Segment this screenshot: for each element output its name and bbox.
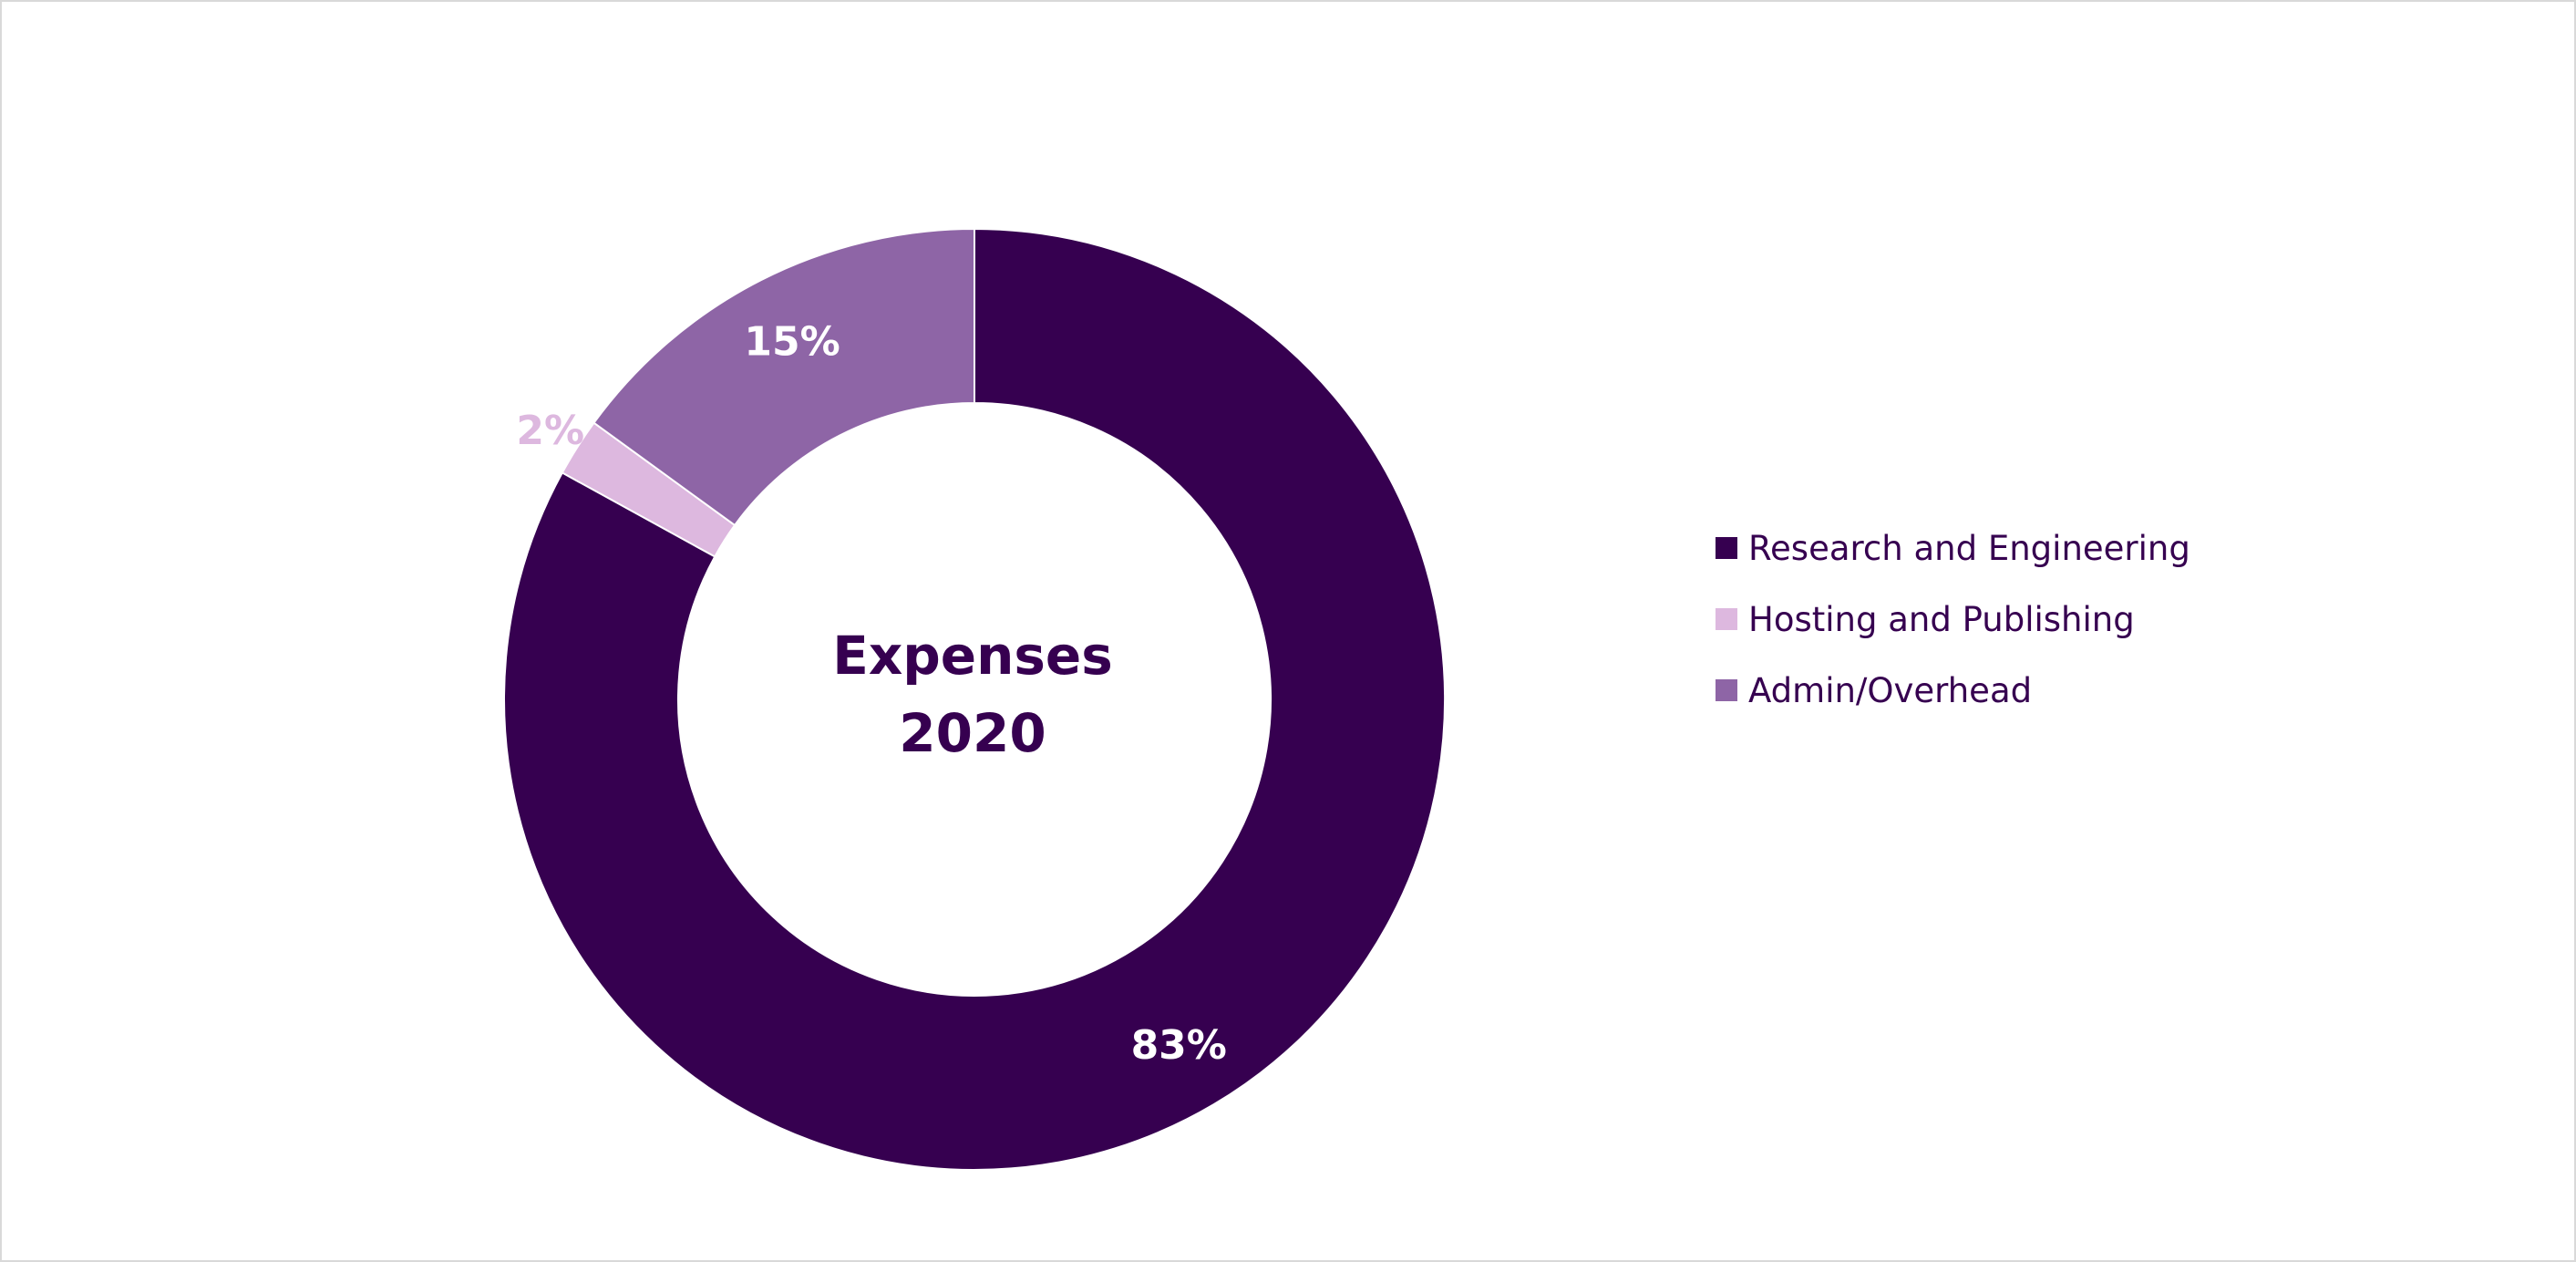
legend-item-research: Research and Engineering — [1716, 512, 2190, 584]
legend-item-admin: Admin/Overhead — [1716, 655, 2190, 726]
slice-label-research-and-engineering: 83% — [1131, 1022, 1227, 1069]
slice-label-hosting-and-publishing: 2% — [516, 408, 584, 454]
center-title-line-1: Expenses — [832, 625, 1113, 687]
legend-item-hosting: Hosting and Publishing — [1716, 584, 2190, 655]
legend-label-hosting: Hosting and Publishing — [1748, 599, 2135, 639]
legend-label-research: Research and Engineering — [1748, 528, 2190, 568]
legend-swatch-hosting — [1716, 608, 1737, 630]
legend: Research and Engineering Hosting and Pub… — [1716, 512, 2190, 726]
legend-swatch-admin — [1716, 679, 1737, 701]
center-title-line-2: 2020 — [899, 702, 1046, 764]
slice-labels: 83% 2% 15% — [516, 319, 1226, 1070]
legend-swatch-research — [1716, 537, 1737, 559]
donut-slices — [503, 227, 1446, 1171]
legend-label-admin: Admin/Overhead — [1748, 670, 2033, 710]
slice-label-admin-overhead: 15% — [744, 319, 840, 366]
slice-admin-overhead — [592, 227, 975, 527]
slice-research-and-engineering — [503, 227, 1446, 1171]
